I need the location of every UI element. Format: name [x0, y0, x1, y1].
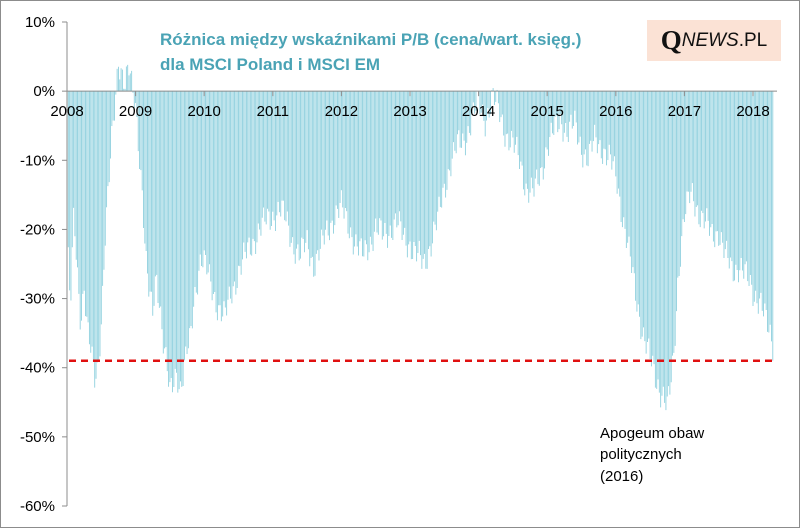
- x-tick-label: 2011: [257, 103, 289, 120]
- logo-pl: .PL: [738, 29, 768, 51]
- chart-title-line-2: dla MSCI Poland i MSCI EM: [160, 55, 380, 74]
- qnews-logo: Q NEWS .PL: [647, 20, 781, 61]
- x-axis: 2008 2009 2010 2011 2012 2013 2014 2015 2016 2017…: [50, 90, 777, 120]
- x-tick-label: 2015: [531, 103, 564, 120]
- x-tick-label: 2016: [599, 103, 632, 120]
- y-tick-label: -60%: [20, 498, 55, 515]
- y-tick-label: 10%: [25, 14, 55, 31]
- x-tick-label: 2010: [188, 103, 221, 120]
- chart-title-line-1: Różnica między wskaźnikami P/B (cena/war…: [160, 30, 581, 49]
- y-tick-label: -50%: [20, 429, 55, 446]
- y-tick-label: 0%: [33, 83, 55, 100]
- x-tick-label: 2014: [462, 103, 495, 120]
- logo-q: Q: [660, 25, 682, 55]
- y-tick-label: -40%: [20, 360, 55, 377]
- x-tick-label: 2017: [668, 103, 701, 120]
- bars-layer: [66, 64, 774, 411]
- x-tick-label: 2013: [393, 103, 426, 120]
- x-tick-label: 2018: [736, 103, 769, 120]
- annotation-line-1: Apogeum obaw: [600, 425, 704, 442]
- logo-news: NEWS: [681, 29, 739, 51]
- y-tick-label: -20%: [20, 221, 55, 238]
- x-tick-label: 2012: [325, 103, 358, 120]
- annotation-line-2: politycznych: [600, 446, 682, 463]
- y-tick-label: -10%: [20, 152, 55, 169]
- y-axis: 10% 0% -10% -20% -30% -40% -50% -60%: [20, 14, 68, 515]
- x-tick-label: 2008: [50, 103, 83, 120]
- annotation-line-3: (2016): [600, 468, 643, 485]
- y-tick-label: -30%: [20, 291, 55, 308]
- x-tick-label: 2009: [119, 103, 152, 120]
